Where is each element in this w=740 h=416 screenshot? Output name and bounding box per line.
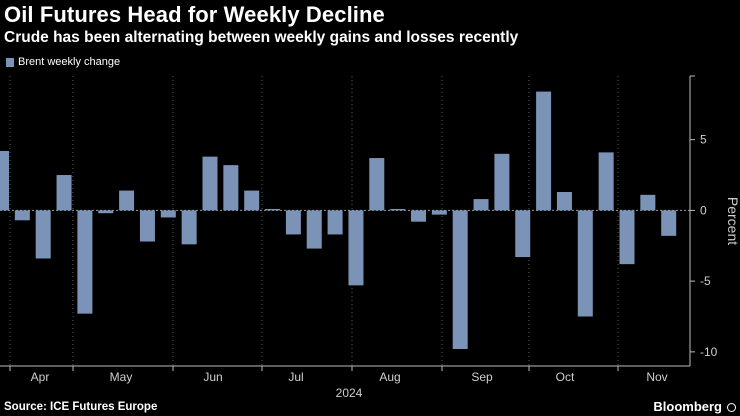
bar — [285, 210, 301, 235]
bar — [98, 210, 114, 214]
bar — [536, 91, 552, 211]
legend: Brent weekly change — [6, 56, 120, 68]
source-note: Source: ICE Futures Europe — [4, 401, 158, 413]
chart-subtitle: Crude has been alternating between weekl… — [4, 29, 519, 46]
bar — [598, 152, 614, 211]
bar — [661, 210, 677, 236]
x-tick-label: Jun — [203, 370, 222, 384]
bar — [223, 165, 239, 211]
bar — [411, 210, 426, 222]
bar — [390, 208, 406, 211]
bar — [369, 158, 385, 211]
bar — [640, 194, 656, 211]
bar — [348, 210, 364, 286]
bar — [327, 210, 343, 235]
x-tick-label: Nov — [646, 370, 667, 384]
brand-label: Bloomberg — [653, 399, 722, 414]
chart-title: Oil Futures Head for Weekly Decline — [4, 2, 385, 27]
bar — [139, 210, 155, 242]
y-tick-label: -10 — [700, 345, 718, 359]
bar — [306, 210, 322, 249]
bar — [473, 199, 489, 211]
bar — [577, 210, 593, 317]
bar — [556, 192, 572, 211]
bar — [202, 156, 218, 211]
x-tick-label: Aug — [379, 370, 400, 384]
bar — [77, 210, 93, 314]
bar — [452, 210, 468, 350]
bar — [181, 210, 197, 245]
bar — [56, 175, 72, 211]
y-tick-label: 5 — [700, 133, 707, 147]
y-tick-label: -5 — [700, 274, 711, 288]
bar — [14, 210, 30, 221]
legend-label: Brent weekly change — [18, 56, 121, 68]
x-year-label: 2024 — [336, 386, 363, 400]
y-tick-label: 0 — [700, 203, 707, 217]
x-tick-label: Apr — [31, 370, 50, 384]
bar — [265, 208, 281, 211]
x-tick-label: Oct — [556, 370, 575, 384]
bar — [431, 210, 447, 215]
x-tick-label: Sep — [471, 370, 493, 384]
bar — [119, 190, 135, 211]
bar — [619, 210, 635, 265]
x-tick-label: Jul — [288, 370, 303, 384]
brand-mark-icon — [727, 403, 736, 412]
y-axis-title: Percent — [725, 197, 740, 245]
bar — [0, 150, 9, 211]
bar — [494, 153, 510, 211]
legend-swatch — [6, 57, 14, 67]
bar — [160, 210, 176, 218]
x-tick-label: May — [110, 370, 133, 384]
bar — [244, 190, 260, 211]
bar — [515, 210, 531, 258]
bar — [35, 210, 51, 259]
